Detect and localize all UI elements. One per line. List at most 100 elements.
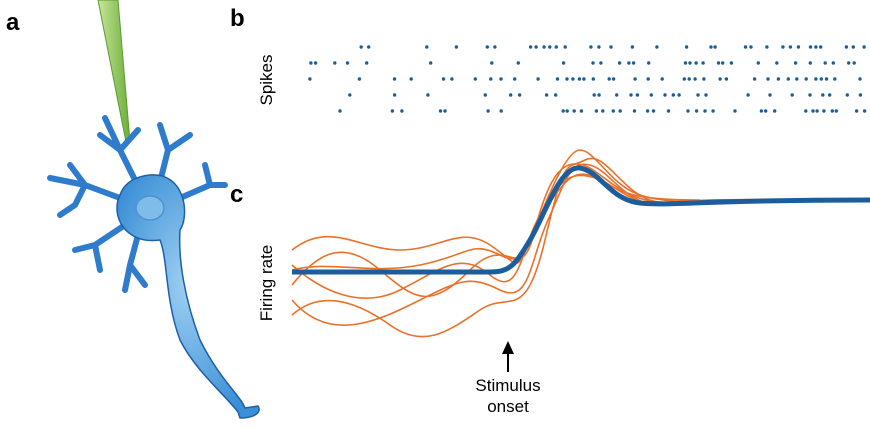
- spike: [594, 109, 599, 113]
- spike: [795, 77, 799, 81]
- spike: [617, 61, 622, 65]
- spike: [671, 93, 675, 97]
- spike: [862, 109, 867, 113]
- spike: [345, 61, 350, 65]
- spike: [773, 109, 777, 113]
- spike: [844, 45, 849, 49]
- panel-label: b: [230, 5, 245, 32]
- spike: [597, 93, 601, 97]
- spike: [852, 61, 856, 65]
- spike: [858, 77, 862, 81]
- spike: [746, 93, 750, 97]
- spike: [601, 109, 605, 113]
- spike: [609, 45, 613, 49]
- spike: [645, 109, 650, 113]
- spike: [473, 77, 477, 81]
- stimulus-arrow: [502, 341, 514, 372]
- soma-axon: [116, 174, 260, 419]
- spike: [814, 45, 818, 49]
- spike: [365, 61, 369, 65]
- spike: [808, 61, 812, 65]
- spike: [766, 77, 770, 81]
- spike: [450, 77, 454, 81]
- spike: [499, 77, 503, 81]
- spike: [572, 109, 576, 113]
- spike: [571, 77, 575, 81]
- spike: [804, 77, 808, 81]
- spike: [743, 45, 748, 49]
- trial-curve: [291, 157, 791, 338]
- spike: [768, 93, 772, 97]
- spike: [528, 45, 533, 49]
- spike: [660, 77, 664, 81]
- spike: [542, 45, 546, 49]
- spike: [729, 61, 734, 65]
- spike: [544, 93, 549, 97]
- spike: [701, 61, 705, 65]
- spike: [821, 93, 825, 97]
- spike: [517, 93, 522, 97]
- spike: [819, 77, 823, 81]
- spike: [392, 77, 397, 81]
- spike: [693, 77, 697, 81]
- spike: [577, 77, 582, 81]
- spike: [563, 45, 567, 49]
- spike: [687, 77, 691, 81]
- spike: [591, 61, 595, 65]
- spike: [607, 77, 611, 81]
- spike: [749, 45, 753, 49]
- spike: [615, 93, 619, 97]
- spike: [646, 77, 650, 81]
- spike: [756, 61, 760, 65]
- spike: [815, 109, 819, 113]
- pipette: [97, 0, 131, 143]
- spike: [333, 61, 337, 65]
- spike: [592, 93, 596, 97]
- spike: [443, 109, 447, 113]
- spike: [824, 77, 829, 81]
- spike: [485, 45, 489, 49]
- spike: [359, 45, 363, 49]
- spike: [548, 45, 552, 49]
- spike: [441, 77, 446, 81]
- spike: [409, 77, 413, 81]
- spike: [724, 77, 729, 81]
- spike: [499, 109, 503, 113]
- spike: [776, 77, 781, 81]
- spike: [338, 109, 342, 113]
- spike: [847, 61, 851, 65]
- spike: [438, 109, 443, 113]
- spike: [309, 61, 313, 65]
- spike: [589, 45, 593, 49]
- spike: [513, 77, 517, 81]
- mean-rate-curve: [292, 165, 870, 275]
- spike: [696, 93, 700, 97]
- spike: [565, 77, 569, 81]
- spike: [804, 109, 808, 113]
- spike: [483, 93, 487, 97]
- spike: [630, 45, 635, 49]
- spike: [713, 45, 717, 49]
- spike: [786, 77, 790, 81]
- spike: [390, 109, 395, 113]
- spike: [764, 109, 768, 113]
- nucleus: [135, 195, 165, 221]
- spike: [516, 61, 520, 65]
- spike: [702, 77, 706, 81]
- spike: [649, 93, 653, 97]
- y-axis-label: Firing rate: [257, 245, 276, 322]
- spike: [682, 77, 686, 81]
- spike: [611, 109, 615, 113]
- spike: [775, 61, 779, 65]
- spike: [796, 45, 801, 49]
- spike: [629, 93, 633, 97]
- spike: [694, 61, 698, 65]
- spike: [561, 109, 565, 113]
- spike: [666, 109, 671, 113]
- spike: [534, 45, 538, 49]
- spike: [862, 45, 866, 49]
- spike: [831, 61, 835, 65]
- spike: [765, 45, 769, 49]
- panel-label: a: [6, 9, 20, 36]
